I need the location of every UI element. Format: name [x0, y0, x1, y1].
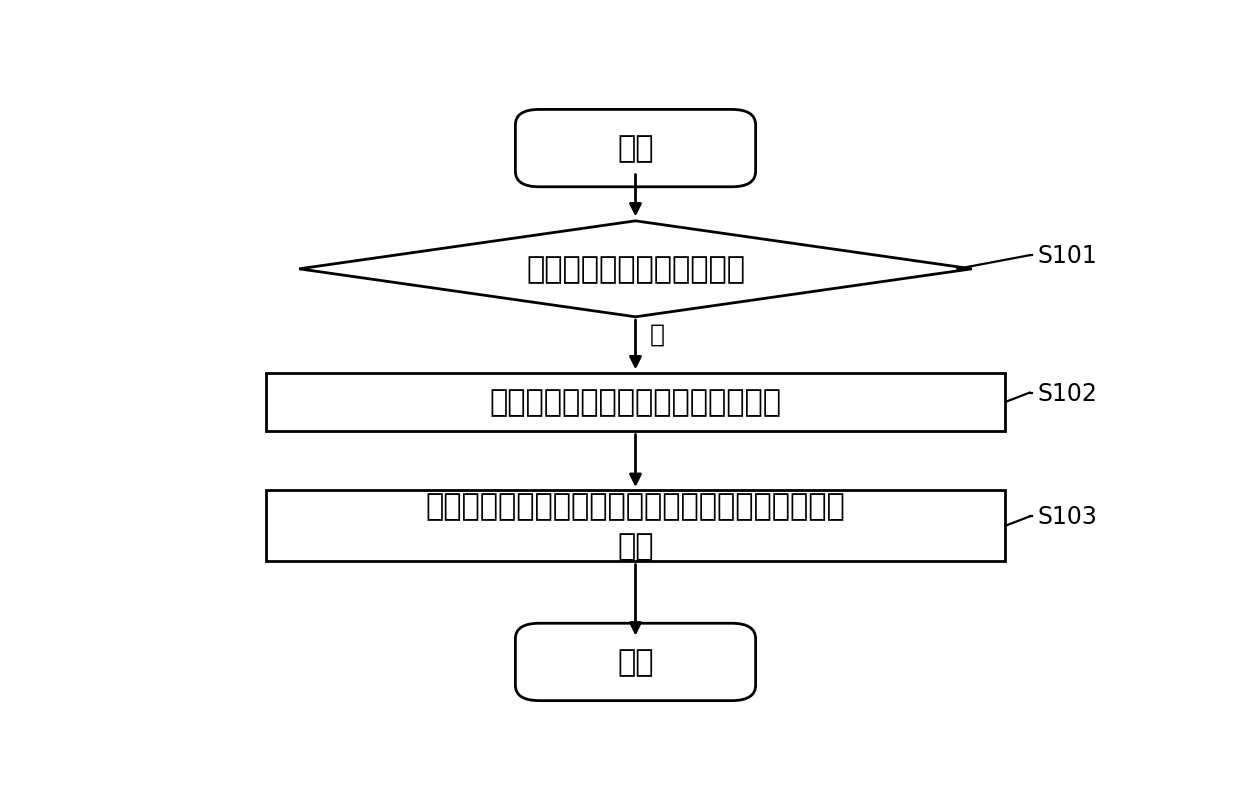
Text: S103: S103	[1037, 505, 1097, 529]
Text: 是: 是	[650, 323, 665, 346]
Bar	[265, 491, 1006, 561]
Text: 判断车辆是否处于行驶状态: 判断车辆是否处于行驶状态	[526, 255, 745, 284]
Bar	[265, 373, 1006, 432]
Text: 若所述后备筱开关状态信息为开，提示驾驶员关闭后
备筱: 若所述后备筱开关状态信息为开，提示驾驶员关闭后 备筱	[425, 491, 846, 560]
Text: S101: S101	[1037, 244, 1097, 268]
Polygon shape	[299, 222, 972, 317]
FancyBboxPatch shape	[516, 110, 755, 188]
Text: S102: S102	[1037, 381, 1097, 406]
Text: 获取所述车辆的后备筱开关状态信息: 获取所述车辆的后备筱开关状态信息	[490, 388, 781, 417]
Text: 结束: 结束	[618, 648, 653, 677]
FancyBboxPatch shape	[516, 623, 755, 701]
Text: 开始: 开始	[618, 134, 653, 163]
